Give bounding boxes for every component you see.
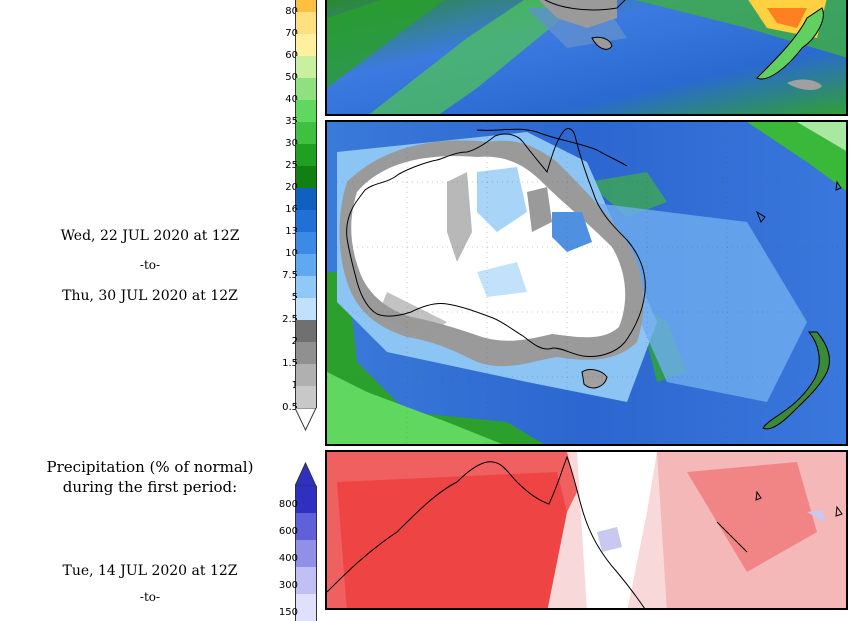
pct-legend-swatch: [295, 513, 317, 540]
pct-normal-map: [325, 450, 848, 610]
precip-legend-label: 2.5: [282, 314, 298, 325]
period2-start: Wed, 22 JUL 2020 at 12Z: [60, 228, 240, 244]
precip-legend-label: 80: [285, 6, 298, 17]
precip-legend-swatch: [295, 320, 317, 342]
precip-legend-label: 60: [285, 50, 298, 61]
period2-separator: -to-: [139, 258, 161, 272]
pct-start: Tue, 14 JUL 2020 at 12Z: [62, 563, 238, 579]
precip-legend-swatch: [295, 298, 317, 320]
pct-legend-swatch: [295, 567, 317, 594]
precip-legend-swatch: [295, 254, 317, 276]
precip-legend-label: 70: [285, 28, 298, 39]
precip-legend-label: 0.5: [282, 402, 298, 413]
pct-legend-label: 600: [278, 526, 298, 537]
pct-separator: -to-: [139, 590, 161, 604]
precip-legend: 80 70 60 50 40 35 30 25 20 16 13 10 7.5 5 2.5 2 1.5 1 0.5: [260, 0, 330, 432]
precip-legend-swatch: [295, 100, 317, 122]
precip-legend-swatch: [295, 210, 317, 232]
precip-legend-swatch: [295, 34, 317, 56]
precip-legend-swatch: [295, 0, 317, 12]
pct-legend-label: 400: [278, 553, 298, 564]
precip-legend-label: 13: [285, 226, 298, 237]
precip-legend-swatch: [295, 78, 317, 100]
precip-legend-label: 20: [285, 182, 298, 193]
precip-legend-label: 1.5: [282, 358, 298, 369]
precip-legend-swatch: [295, 276, 317, 298]
precip-legend-label: 7.5: [282, 270, 298, 281]
precip-legend-label: 25: [285, 160, 298, 171]
precip-legend-swatch: [295, 232, 317, 254]
precip-legend-label: 1: [292, 380, 298, 391]
pct-legend-label: 150: [278, 607, 298, 618]
precip-map-top: [325, 0, 848, 116]
precip-legend-label: 40: [285, 94, 298, 105]
precip-legend-swatch: [295, 386, 317, 408]
precip-legend-label: 16: [285, 204, 298, 215]
precip-legend-swatch: [295, 122, 317, 144]
precip-legend-swatch: [295, 188, 317, 210]
precip-legend-swatch: [295, 144, 317, 166]
precip-legend-swatch: [295, 56, 317, 78]
precip-legend-label: 50: [285, 72, 298, 83]
precip-legend-swatch: [295, 364, 317, 386]
legend-min-arrow: [295, 408, 317, 432]
period2-end: Thu, 30 JUL 2020 at 12Z: [62, 288, 238, 304]
pct-legend-label: 800: [278, 499, 298, 510]
precip-legend-label: 5: [292, 292, 298, 303]
pct-legend-label: 300: [278, 580, 298, 591]
precip-legend-swatch: [295, 12, 317, 34]
pct-legend-swatch: [295, 540, 317, 567]
precip-map-main: [325, 120, 848, 446]
precip-legend-swatch: [295, 342, 317, 364]
precip-legend-label: 30: [285, 138, 298, 149]
precip-legend-label: 10: [285, 248, 298, 259]
precip-legend-label: 35: [285, 116, 298, 127]
pct-title-line2: during the first period:: [62, 478, 238, 496]
pct-title-line1: Precipitation (% of normal): [46, 458, 254, 476]
precip-legend-swatch: [295, 166, 317, 188]
precip-legend-label: 2: [292, 336, 298, 347]
pct-legend-swatch: [295, 486, 317, 513]
legend-max-arrow: [295, 462, 317, 486]
